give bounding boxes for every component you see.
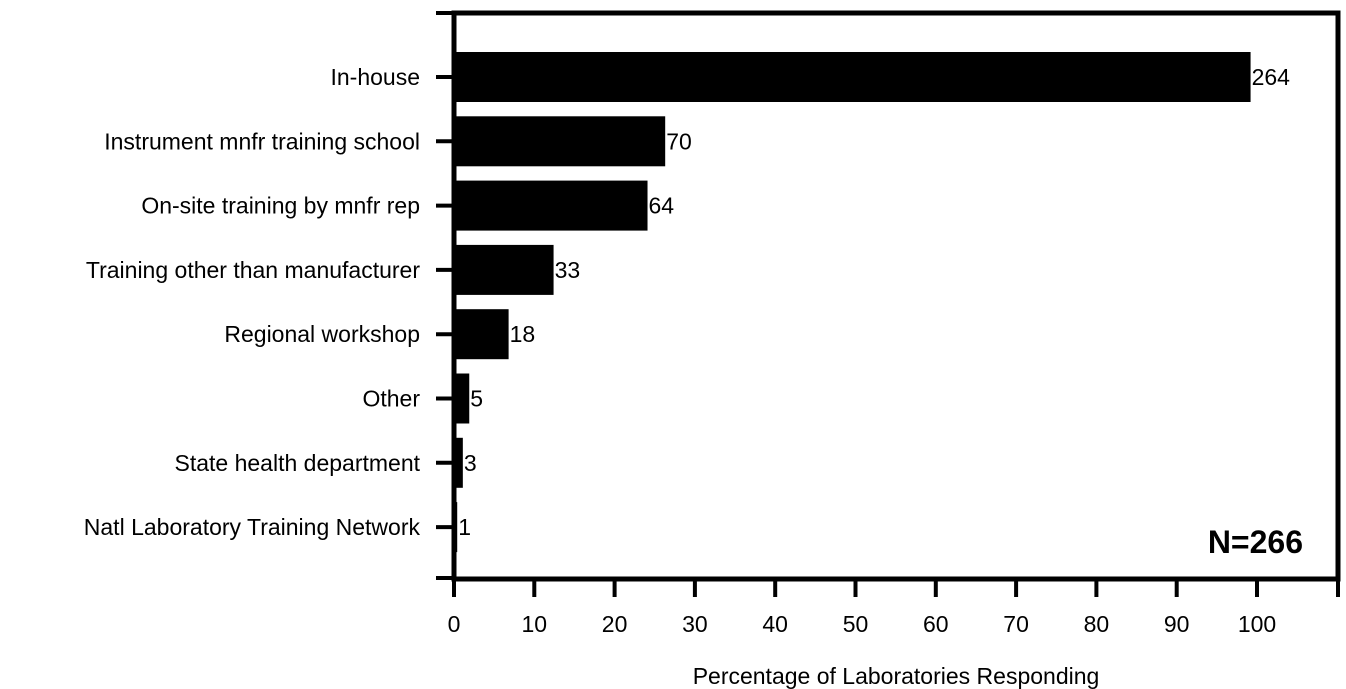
category-label-7: Natl Laboratory Training Network [84, 514, 421, 540]
sample-size-annotation: N=266 [1208, 524, 1303, 560]
data-label-1: 70 [666, 128, 692, 154]
x-tick-label-8: 80 [1084, 611, 1110, 637]
data-label-3: 33 [555, 257, 581, 283]
category-label-1: Instrument mnfr training school [104, 128, 420, 154]
x-tick-label-7: 70 [1003, 611, 1029, 637]
bar-0 [454, 52, 1251, 102]
data-label-4: 18 [510, 321, 536, 347]
x-axis-label: Percentage of Laboratories Responding [693, 663, 1100, 689]
bar-6 [454, 437, 463, 488]
x-tick-label-1: 10 [522, 611, 548, 637]
x-tick-label-9: 90 [1164, 611, 1190, 637]
data-label-0: 264 [1252, 64, 1291, 90]
data-labels: 264 70 64 33 18 5 3 1 [458, 64, 1290, 540]
x-tick-label-4: 40 [762, 611, 788, 637]
x-tick-label-10: 100 [1238, 611, 1276, 637]
bar-4 [454, 309, 509, 360]
x-tick-label-0: 0 [448, 611, 461, 637]
category-label-3: Training other than manufacturer [86, 257, 420, 283]
data-label-5: 5 [470, 386, 483, 412]
bar-3 [454, 244, 554, 295]
data-label-6: 3 [464, 450, 477, 476]
category-label-2: On-site training by mnfr rep [141, 193, 420, 219]
category-labels: In-house Instrument mnfr training school O… [84, 64, 421, 540]
plot-frame [451, 10, 1341, 582]
x-ticks [452, 579, 1340, 597]
x-tick-label-3: 30 [682, 611, 708, 637]
data-label-7: 1 [458, 514, 471, 540]
category-ticks [436, 11, 454, 580]
x-tick-label-5: 50 [843, 611, 869, 637]
x-tick-labels: 0 10 20 30 40 50 60 70 80 90 100 [448, 611, 1277, 637]
bar-1 [454, 116, 666, 167]
category-label-5: Other [362, 386, 420, 412]
category-label-0: In-house [330, 64, 420, 90]
bar-2 [454, 180, 648, 231]
bars [454, 52, 1251, 553]
category-label-6: State health department [175, 450, 421, 476]
category-label-4: Regional workshop [224, 321, 420, 347]
data-label-2: 64 [649, 193, 675, 219]
x-tick-label-2: 20 [602, 611, 628, 637]
bar-5 [454, 373, 470, 424]
bar-7 [454, 502, 458, 553]
x-tick-label-6: 60 [923, 611, 949, 637]
